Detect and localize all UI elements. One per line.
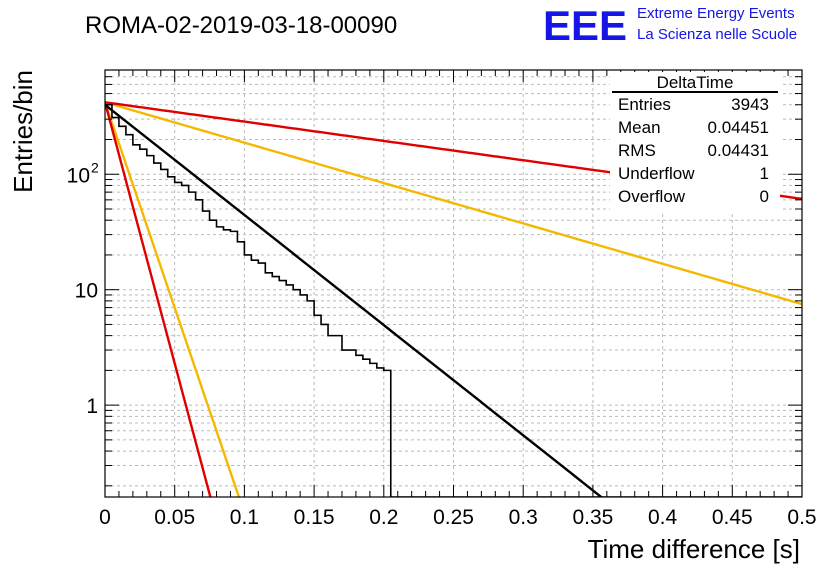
- x-tick-label: 0.15: [294, 506, 335, 529]
- x-axis-label: Time difference [s]: [588, 534, 800, 564]
- histogram: [105, 103, 802, 497]
- histogram-bin: [217, 227, 224, 497]
- histogram-bin: [363, 359, 370, 497]
- stats-label-rms: RMS: [618, 141, 656, 160]
- x-tick-label: 0.3: [509, 506, 538, 529]
- histogram-bin: [223, 230, 230, 497]
- y-tick-exponent: 2: [91, 159, 99, 175]
- x-tick-label: 0.25: [433, 506, 474, 529]
- histogram-bin: [196, 200, 203, 497]
- histogram-bin: [377, 368, 384, 497]
- curve-fast_red: [105, 101, 212, 497]
- logo-line1: Extreme Energy Events: [637, 5, 795, 22]
- curve-fast_yellow: [105, 101, 241, 497]
- histogram-bin: [279, 281, 286, 497]
- stats-value-mean: 0.04451: [708, 118, 769, 137]
- curve-slow_yellow: [105, 101, 802, 306]
- histogram-bin: [230, 231, 237, 497]
- chart-title: ROMA-02-2019-03-18-00090: [85, 12, 397, 39]
- histogram-bin: [251, 260, 258, 497]
- histogram-bin: [342, 350, 349, 497]
- stats-box: DeltaTime Entries 3943 Mean 0.04451 RMS …: [610, 72, 780, 212]
- histogram-bin: [258, 263, 265, 497]
- y-tick-label: 10: [75, 280, 98, 303]
- histogram-bin: [189, 192, 196, 497]
- y-tick-label: 1: [86, 395, 98, 418]
- histogram-bin: [203, 211, 210, 497]
- grid: [105, 69, 802, 497]
- x-tick-label: 0.05: [154, 506, 195, 529]
- x-tick-label: 0.5: [787, 506, 816, 529]
- histogram-bin: [314, 315, 321, 497]
- y-axis-label: Entries/bin: [8, 70, 38, 193]
- eee-logo: EEE: [543, 2, 627, 49]
- histogram-bin: [328, 336, 335, 497]
- histogram-bin: [300, 295, 307, 497]
- stats-value-rms: 0.04431: [708, 141, 769, 160]
- histogram-bin: [175, 182, 182, 497]
- tick-labels: 0 0.05 0.1 0.15 0.2 0.25 0.3 0.35 0.4 0.45 0.51101…: [67, 159, 817, 529]
- stats-label-underflow: Underflow: [618, 164, 695, 183]
- histogram-bin: [119, 126, 126, 497]
- histogram-bin: [244, 255, 251, 497]
- x-tick-label: 0.45: [712, 506, 753, 529]
- logo-line2: La Scienza nelle Scuole: [637, 26, 797, 43]
- stats-value-underflow: 1: [760, 164, 769, 183]
- x-tick-label: 0: [99, 506, 111, 529]
- histogram-bin: [307, 301, 314, 497]
- histogram-bin: [321, 324, 328, 497]
- histogram-bin: [356, 355, 363, 497]
- x-tick-label: 0.1: [230, 506, 259, 529]
- stats-label-mean: Mean: [618, 118, 661, 137]
- histogram-bin: [272, 277, 279, 497]
- stats-label-overflow: Overflow: [618, 187, 686, 206]
- histogram-bin: [126, 135, 133, 497]
- x-tick-label: 0.4: [648, 506, 678, 529]
- histogram-bin: [161, 169, 168, 497]
- stats-value-entries: 3943: [731, 95, 769, 114]
- curve-fit: [105, 103, 604, 497]
- histogram-bin: [237, 242, 244, 497]
- x-tick-label: 0.2: [369, 506, 398, 529]
- y-tick-label: 10: [67, 164, 90, 187]
- stats-name: DeltaTime: [657, 73, 734, 92]
- histogram-bin: [384, 370, 391, 497]
- histogram-bin: [265, 273, 272, 497]
- histogram-bin: [293, 290, 300, 497]
- x-tick-label: 0.35: [572, 506, 613, 529]
- histogram-bin: [210, 220, 217, 497]
- histogram-bin: [182, 185, 189, 497]
- histogram-bin: [154, 163, 161, 497]
- stats-value-overflow: 0: [760, 187, 769, 206]
- histogram-bin: [140, 149, 147, 497]
- histogram-bin: [349, 350, 356, 497]
- histogram-bin: [370, 363, 377, 497]
- histogram-bin: [133, 145, 140, 497]
- histogram-outline: [105, 103, 802, 497]
- histogram-bin: [286, 285, 293, 497]
- stats-label-entries: Entries: [618, 95, 671, 114]
- histogram-bin: [168, 177, 175, 497]
- histogram-bin: [335, 336, 342, 497]
- histogram-bin: [147, 156, 154, 497]
